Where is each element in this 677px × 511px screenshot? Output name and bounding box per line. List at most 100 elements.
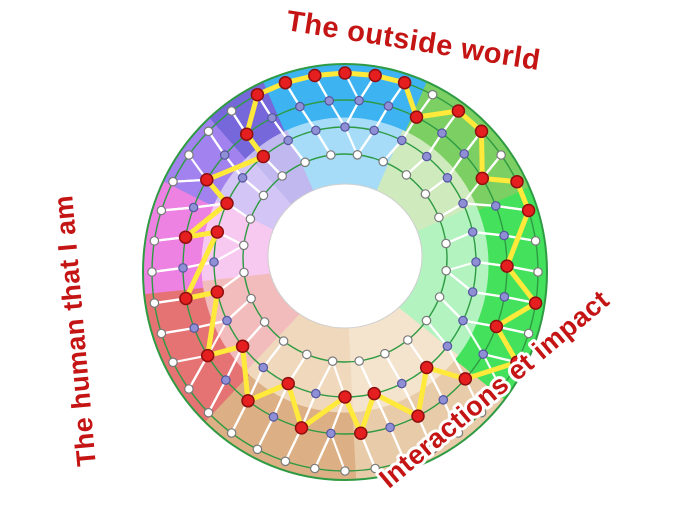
white-node <box>203 407 214 418</box>
red-node <box>419 360 434 375</box>
purple-node <box>221 375 231 385</box>
white-node <box>340 466 350 476</box>
mesh-edge <box>262 340 285 369</box>
red-node <box>338 66 352 80</box>
highlight-edge <box>479 128 485 181</box>
red-node <box>475 171 490 186</box>
white-node <box>252 444 263 455</box>
purple-node <box>369 125 379 136</box>
white-node <box>226 106 237 116</box>
highlight-edge <box>183 229 220 301</box>
highlight-edge <box>205 289 220 359</box>
white-node <box>259 317 270 327</box>
mesh-edge <box>425 319 449 347</box>
highlight-edge <box>493 300 539 329</box>
purple-node <box>310 125 321 136</box>
mesh-edge <box>343 126 359 156</box>
mesh-edge <box>161 327 195 335</box>
red-node <box>210 285 225 299</box>
red-node <box>179 291 193 306</box>
highlight-nodes <box>178 66 543 440</box>
red-node <box>528 296 543 310</box>
purple-node <box>258 362 269 373</box>
purple-node <box>490 201 501 211</box>
highlight-edge <box>415 365 430 419</box>
white-node <box>300 157 310 168</box>
purple-node <box>458 198 468 209</box>
white-node <box>203 126 214 137</box>
red-node <box>235 339 250 353</box>
red-node <box>368 68 382 83</box>
mesh-edge <box>462 320 485 355</box>
red-node <box>250 87 265 102</box>
white-node <box>378 156 388 167</box>
purple-node <box>340 122 350 132</box>
red-node <box>500 259 514 273</box>
red-node <box>241 394 255 408</box>
white-node <box>427 444 438 455</box>
red-node <box>200 173 214 187</box>
red-node <box>239 127 254 141</box>
red-node <box>397 75 412 90</box>
white-node <box>277 171 287 181</box>
white-node <box>476 407 487 418</box>
mesh-edge <box>314 360 334 395</box>
white-node <box>523 328 534 339</box>
white-node <box>370 463 380 474</box>
mesh-edge <box>344 100 361 128</box>
white-node <box>168 357 178 368</box>
highlight-edge <box>244 92 260 137</box>
white-node <box>434 212 444 223</box>
white-node <box>245 214 256 224</box>
red-node <box>210 225 225 239</box>
mesh-edge <box>472 230 505 237</box>
purple-node <box>268 412 279 422</box>
red-node <box>281 376 295 391</box>
white-node <box>496 384 506 394</box>
highlight-edge <box>245 381 291 404</box>
mesh-edge <box>161 206 194 212</box>
white-node <box>399 456 410 467</box>
mesh-edge <box>445 260 477 272</box>
purple-node <box>396 378 407 389</box>
red-node <box>200 348 215 363</box>
red-node <box>338 390 352 404</box>
white-node <box>239 240 249 251</box>
red-node <box>308 68 322 83</box>
highlight-edge <box>240 343 251 404</box>
white-node <box>453 428 464 438</box>
highlight-edge <box>285 381 304 431</box>
white-node <box>280 456 291 467</box>
highlight-edge <box>204 154 266 183</box>
red-node <box>510 355 524 370</box>
white-node <box>402 335 413 345</box>
highlight-edge <box>414 108 461 120</box>
white-node <box>258 190 269 201</box>
white-node <box>530 236 541 246</box>
mesh-edge <box>446 153 466 179</box>
red-node <box>294 421 309 435</box>
purple-node <box>459 149 469 159</box>
purple-node <box>237 173 248 183</box>
red-node <box>409 110 424 124</box>
mesh-edge <box>445 230 474 245</box>
white-node <box>441 265 451 276</box>
torus-hole <box>267 183 423 329</box>
white-node <box>149 298 160 308</box>
white-node <box>441 238 451 249</box>
purple-node <box>222 315 232 326</box>
red-node <box>521 203 536 218</box>
red-node <box>510 174 524 189</box>
purple-node <box>310 388 321 399</box>
mesh-edge <box>313 432 332 469</box>
purple-node <box>442 173 453 183</box>
highlight-edge <box>183 200 230 240</box>
white-node <box>301 349 312 360</box>
white-node <box>246 293 256 304</box>
mesh-edge <box>207 379 227 414</box>
mesh-edge <box>383 353 403 385</box>
purple-node <box>471 257 481 267</box>
purple-node <box>354 95 364 106</box>
outer-boundary-ring <box>142 63 548 481</box>
